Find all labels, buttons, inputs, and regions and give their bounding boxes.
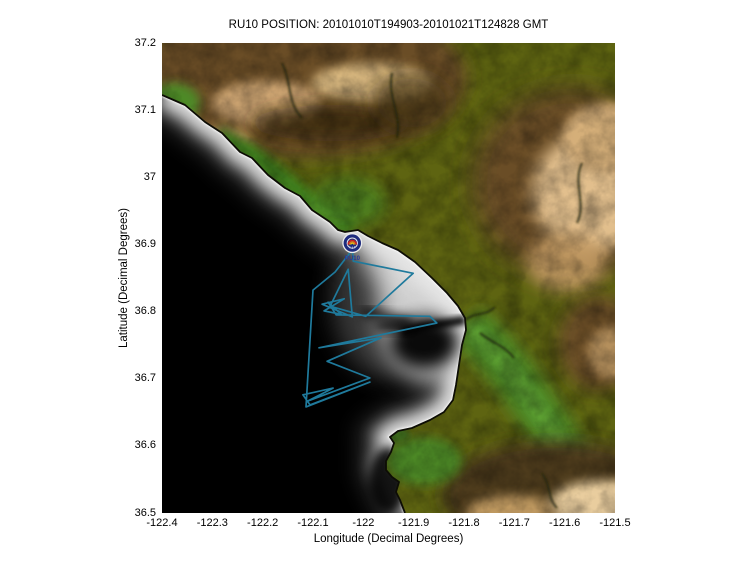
glider-marker-label: RU10 — [345, 256, 361, 262]
x-axis-label: Longitude (Decimal Degrees) — [313, 533, 464, 545]
plot-title: RU10 POSITION: 20101010T194903-20101021T… — [228, 19, 549, 31]
y-tick-label: 36.8 — [134, 305, 156, 318]
x-tick-label: -121.5 — [599, 517, 631, 529]
y-tick-label: 37.1 — [134, 103, 156, 116]
terrain-map: RU10 — [162, 43, 615, 513]
x-tick-label: -122.4 — [146, 517, 178, 529]
x-tick-label: -121.6 — [549, 517, 581, 529]
glider-track-line — [302, 248, 438, 408]
map-plot-area: RU10 — [162, 43, 615, 513]
x-tick-label: -121.7 — [498, 517, 530, 529]
y-tick-label: 36.9 — [134, 237, 156, 250]
glider-marker: RU10 — [342, 233, 363, 262]
rainbow-icon — [347, 239, 358, 245]
y-axis-label: Latitude (Decimal Degrees) — [118, 208, 130, 348]
x-tick-label: -122.2 — [247, 517, 279, 529]
tentacles-icon — [349, 246, 356, 249]
y-tick-label: 37 — [143, 170, 156, 183]
x-tick-label: -122 — [352, 517, 375, 529]
y-tick-label: 37.2 — [134, 36, 156, 49]
y-tick-label: 36.6 — [134, 439, 156, 452]
x-tick-label: -122.1 — [297, 517, 329, 529]
y-tick-label: 36.7 — [134, 372, 156, 385]
x-tick-label: -121.8 — [448, 517, 480, 529]
x-tick-label: -122.3 — [196, 517, 228, 529]
y-tick-label: 36.5 — [134, 506, 156, 519]
x-tick-label: -121.9 — [398, 517, 430, 529]
